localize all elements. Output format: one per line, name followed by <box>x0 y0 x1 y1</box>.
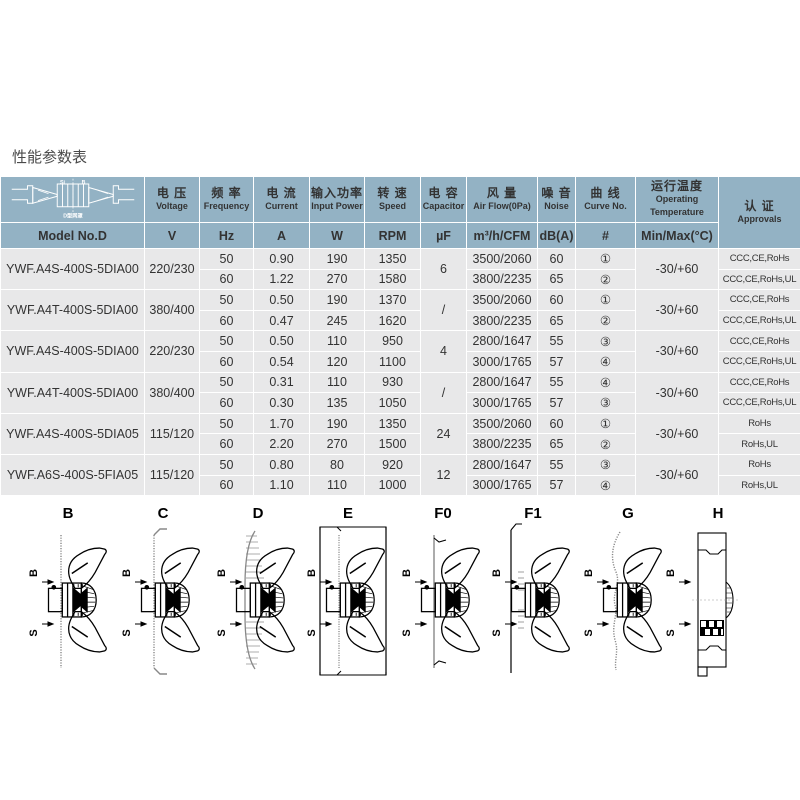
svg-text:C: C <box>158 505 169 522</box>
svg-text:G: G <box>622 505 634 522</box>
svg-text:B: B <box>81 180 85 186</box>
svg-text:H: H <box>713 505 724 522</box>
svg-text:F0: F0 <box>434 505 452 522</box>
svg-text:B: B <box>63 505 74 522</box>
svg-text:F1: F1 <box>524 505 542 522</box>
svg-text:Si: Si <box>60 180 66 186</box>
svg-text:D: D <box>253 505 264 522</box>
svg-text:B: B <box>665 569 677 577</box>
svg-text:E: E <box>343 505 353 522</box>
svg-text:S: S <box>665 629 677 636</box>
svg-text:D型网罩: D型网罩 <box>63 211 83 219</box>
